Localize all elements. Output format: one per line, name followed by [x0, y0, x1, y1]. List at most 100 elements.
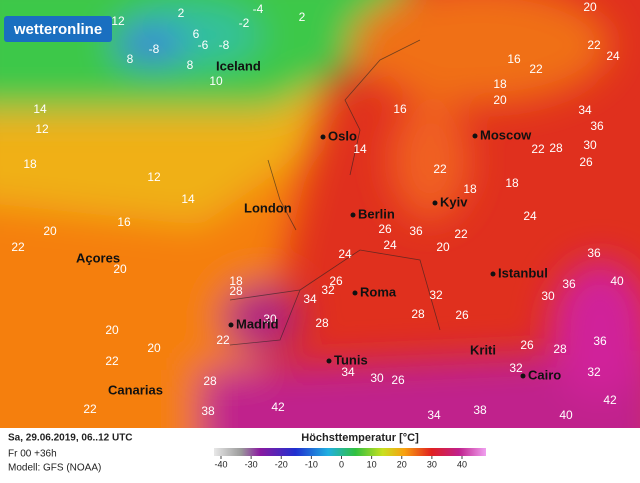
legend-tick-label: 40 [457, 459, 467, 469]
city-dot [350, 212, 356, 218]
temperature-label: 20 [493, 93, 507, 107]
temperature-label: 2 [299, 10, 306, 24]
temperature-label: 22 [216, 333, 230, 347]
temperature-label: 10 [209, 74, 223, 88]
temperature-label: 26 [391, 373, 405, 387]
temperature-label: 34 [303, 292, 317, 306]
temperature-label: 12 [111, 14, 125, 28]
temperature-label: 26 [378, 222, 392, 236]
temperature-label: 36 [590, 119, 604, 133]
temperature-label: 18 [493, 77, 507, 91]
temperature-label: 38 [473, 403, 487, 417]
temperature-label: 24 [383, 238, 397, 252]
legend-tick-label: 30 [427, 459, 437, 469]
legend-tick-label: 0 [339, 459, 344, 469]
temperature-label: 22 [587, 38, 601, 52]
city-label: London [244, 200, 292, 215]
logo-box[interactable] [4, 16, 112, 42]
footer-model: Modell: GFS (NOAA) [8, 463, 101, 474]
temperature-label: 20 [583, 0, 597, 14]
temperature-label: -8 [149, 42, 160, 56]
city-dot [326, 358, 332, 364]
temperature-label: 24 [523, 209, 537, 223]
temperature-label: 36 [409, 224, 423, 238]
temperature-label: 22 [11, 240, 25, 254]
temperature-label: 20 [105, 323, 119, 337]
city-label: Tunis [334, 352, 368, 367]
city-label: Istanbul [498, 265, 548, 280]
temperature-label: 28 [553, 342, 567, 356]
legend-tick-label: -30 [245, 459, 258, 469]
legend-tick-label: -40 [214, 459, 227, 469]
temperature-label: 12 [147, 170, 161, 184]
legend-tick-label: 10 [367, 459, 377, 469]
temperature-label: 20 [43, 224, 57, 238]
temperature-label: 28 [411, 307, 425, 321]
temperature-label: 38 [201, 404, 215, 418]
city-label: Berlin [358, 206, 395, 221]
temperature-label: 2 [178, 6, 185, 20]
temperature-label: 22 [529, 62, 543, 76]
map-background [0, 0, 640, 470]
temperature-label: 18 [23, 157, 37, 171]
temperature-label: 28 [549, 141, 563, 155]
legend-tick-label: -10 [305, 459, 318, 469]
city-dot [320, 134, 326, 140]
temperature-label: 16 [117, 215, 131, 229]
temperature-label: 26 [579, 155, 593, 169]
temperature-label: -4 [253, 2, 264, 16]
temperature-label: 18 [505, 176, 519, 190]
temperature-label: 30 [583, 138, 597, 152]
city-label: Kyiv [440, 194, 468, 209]
city-dot [352, 290, 358, 296]
temperature-label: 28 [229, 284, 243, 298]
temperature-label: 8 [127, 52, 134, 66]
temperature-label: 36 [562, 277, 576, 291]
temperature-label: 8 [187, 58, 194, 72]
temperature-label: 32 [587, 365, 601, 379]
temperature-label: 40 [610, 274, 624, 288]
legend-bar [214, 448, 486, 456]
logo[interactable]: wetteronline [13, 21, 102, 38]
temperature-label: 24 [338, 247, 352, 261]
temperature-label: 14 [181, 192, 195, 206]
city-dot [228, 322, 234, 328]
temperature-label: 26 [520, 338, 534, 352]
temperature-label: 22 [531, 142, 545, 156]
temperature-label: 26 [455, 308, 469, 322]
temperature-label: 14 [353, 142, 367, 156]
temperature-label: 20 [113, 262, 127, 276]
temperature-label: 40 [559, 408, 573, 422]
temperature-label: -8 [219, 38, 230, 52]
temperature-label: 20 [147, 341, 161, 355]
temperature-label: 18 [463, 182, 477, 196]
city-label: Açores [76, 250, 120, 265]
city-label: Canarias [108, 382, 163, 397]
legend-tick-label: 20 [397, 459, 407, 469]
temperature-label: 32 [509, 361, 523, 375]
city-label: Kriti [470, 342, 496, 357]
temperature-label: 16 [393, 102, 407, 116]
temperature-label: 34 [341, 365, 355, 379]
temperature-label: 36 [593, 334, 607, 348]
city-label: Roma [360, 284, 397, 299]
temperature-label: 42 [603, 393, 617, 407]
city-label: Cairo [528, 367, 561, 382]
legend-title: Höchsttemperatur [°C] [301, 432, 419, 444]
temperature-label: 34 [578, 103, 592, 117]
temperature-label: 32 [321, 283, 335, 297]
city-dot [520, 373, 526, 379]
temperature-label: 22 [454, 227, 468, 241]
temperature-label: 14 [33, 102, 47, 116]
temperature-label: 20 [436, 240, 450, 254]
city-dot [490, 271, 496, 277]
temperature-label: 6 [193, 27, 200, 41]
city-label: Moscow [480, 127, 532, 142]
city-label: Iceland [216, 58, 261, 73]
city-dot [472, 133, 478, 139]
temperature-label: 22 [83, 402, 97, 416]
temperature-label: 22 [105, 354, 119, 368]
temperature-label: 30 [263, 312, 277, 326]
temperature-label: 12 [35, 122, 49, 136]
temperature-label: 30 [541, 289, 555, 303]
